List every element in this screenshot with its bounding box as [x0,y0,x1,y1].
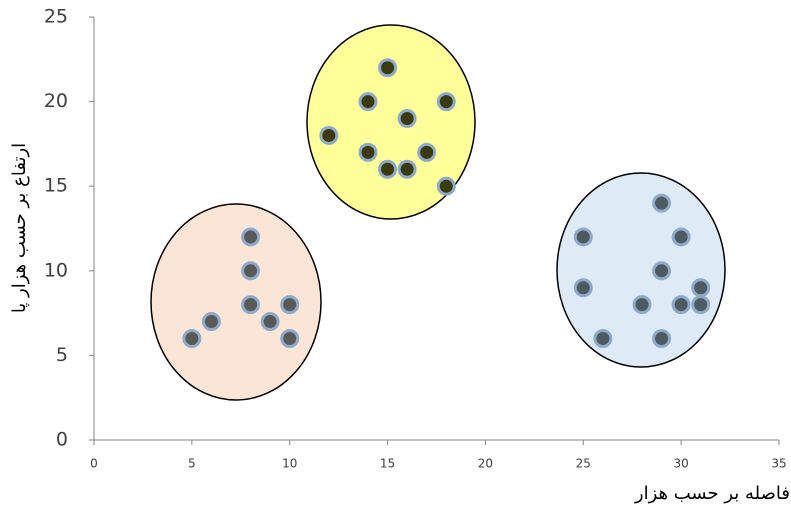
y-axis-title: ارتفاع بر حسب هزار پا [9,143,30,313]
point [378,159,398,179]
x-tick-label: 10 [282,457,297,471]
y-tick-label: 25 [44,6,68,28]
point [671,295,691,315]
point [397,109,417,129]
y-tick-label: 15 [44,175,68,197]
x-tick-label: 15 [380,457,395,471]
point [573,227,593,247]
x-tick-label: 25 [576,457,591,471]
x-tick-label: 0 [90,457,98,471]
point [182,328,202,348]
point [358,92,378,112]
point [652,328,672,348]
point [378,58,398,78]
point [260,312,280,332]
point [436,176,456,196]
point [632,295,652,315]
y-tick-label: 5 [56,344,68,366]
x-axis-title: فاصله بر حسب هزار [634,483,790,504]
point [652,193,672,213]
point [280,328,300,348]
point [593,328,613,348]
x-tick-label: 5 [188,457,196,471]
cluster-ellipse [556,172,726,368]
point [201,312,221,332]
point [671,227,691,247]
y-tick-label: 10 [44,259,68,281]
point [436,92,456,112]
point [417,142,437,162]
x-tick-label: 35 [771,457,786,471]
cluster-ellipse [306,24,476,220]
x-tick-label: 20 [478,457,493,471]
point [691,295,711,315]
y-tick-label: 20 [44,90,68,112]
cluster-ellipse [150,203,322,401]
marks [89,16,780,445]
point [691,278,711,298]
point [652,261,672,281]
point [573,278,593,298]
point [241,295,261,315]
point [319,125,339,145]
point [280,295,300,315]
point [241,227,261,247]
point [358,142,378,162]
y-tick-label: 0 [56,429,68,451]
point [241,261,261,281]
x-tick-label: 30 [674,457,689,471]
point [397,159,417,179]
